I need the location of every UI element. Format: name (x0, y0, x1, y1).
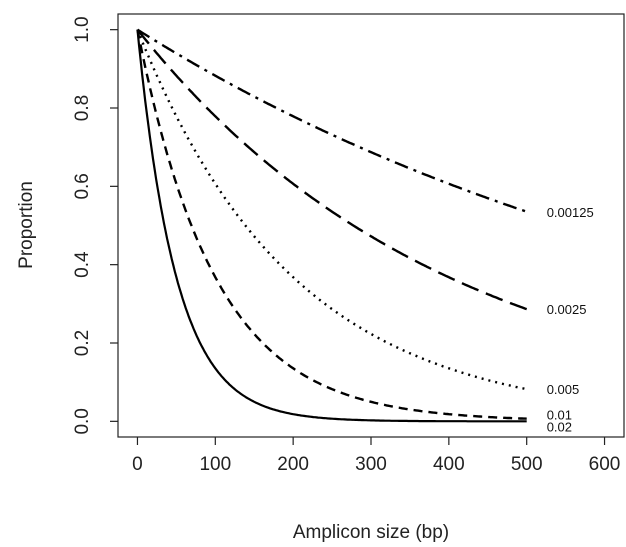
series-line-0.005 (136, 29, 527, 391)
series-line-0.00125 (136, 28, 528, 213)
x-tick-label: 100 (199, 454, 231, 475)
x-tick-label: 0 (132, 454, 143, 475)
series-line-0.0025 (136, 28, 528, 311)
x-axis-title: Amplicon size (bp) (293, 522, 449, 543)
x-tick-label: 600 (589, 454, 621, 475)
series-line-0.02 (136, 29, 527, 423)
y-axis: 0.0 0.2 0.4 0.6 0.8 1.0 (72, 16, 118, 435)
plot-frame (117, 13, 625, 438)
series-label-0.0025: 0.0025 (547, 302, 587, 317)
y-tick-label: 1.0 (72, 16, 93, 42)
y-tick-label: 0.8 (72, 95, 93, 121)
y-tick-label: 0.4 (72, 251, 93, 278)
series-labels: 0.00125 0.0025 0.005 0.010.02 (547, 205, 594, 435)
y-axis-title: Proportion (16, 181, 37, 269)
x-tick-label: 200 (277, 454, 309, 475)
x-tick-label: 400 (433, 454, 465, 475)
series-label-0.00125: 0.00125 (547, 205, 594, 220)
series-label-0.01: 0.01 (547, 408, 572, 423)
series-line-0.01 (136, 29, 527, 420)
x-tick-label: 500 (511, 454, 543, 475)
x-axis: 0 100 200 300 400 500 600 (132, 437, 620, 475)
x-tick-label: 300 (355, 454, 387, 475)
series-label-0.005: 0.005 (547, 382, 580, 397)
series-group (136, 28, 528, 423)
y-tick-label: 0.0 (72, 408, 93, 434)
y-tick-label: 0.2 (72, 330, 93, 356)
series-label-0.02: 0.02 (547, 419, 572, 434)
y-tick-label: 0.6 (72, 173, 93, 199)
